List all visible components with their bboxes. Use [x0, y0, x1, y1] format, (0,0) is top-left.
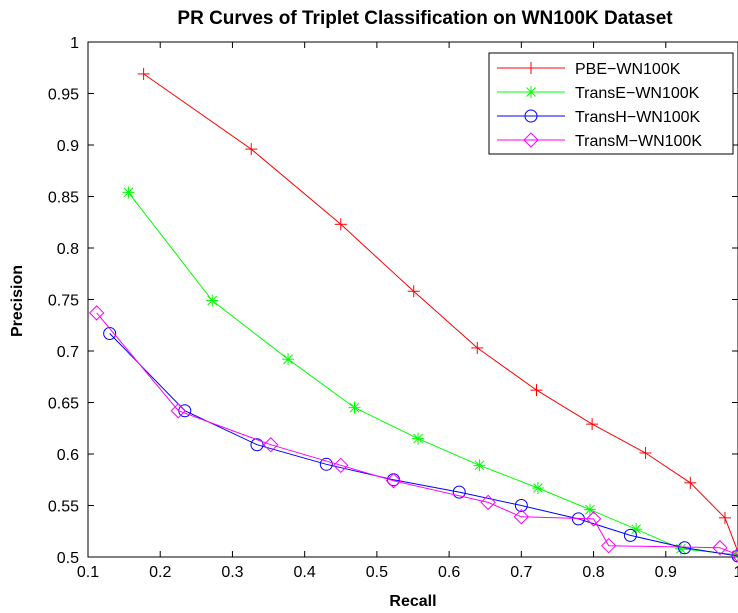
legend-label-0: PBE−WN100K [575, 61, 681, 78]
legend-box [488, 52, 734, 155]
data-point-s1 [473, 459, 486, 472]
data-point-s3 [480, 494, 496, 511]
data-point-s2 [623, 528, 637, 542]
y-tick-label: 0.6 [57, 447, 79, 464]
x-tick-label: 0.5 [366, 564, 388, 581]
data-point-s0 [684, 476, 697, 489]
data-point-s0 [407, 285, 420, 298]
data-point-s3 [601, 537, 617, 554]
data-point-s2 [452, 485, 466, 499]
data-point-s1 [348, 401, 361, 414]
series-line-3 [96, 312, 738, 556]
legend-label-3: TransM−WN100K [575, 133, 702, 150]
data-point-s0 [586, 418, 599, 431]
y-tick-label: 1 [70, 35, 79, 52]
data-point-s3 [730, 547, 738, 563]
x-tick-label: 0.8 [582, 564, 604, 581]
data-point-s0 [530, 384, 543, 397]
x-tick-label: 0.9 [655, 564, 677, 581]
legend-label-2: TransH−WN100K [575, 109, 701, 126]
data-point-s3 [88, 305, 105, 321]
x-tick-label: 1 [734, 564, 738, 581]
data-point-s2 [514, 499, 528, 512]
data-point-s1 [206, 294, 219, 307]
x-tick-label: 0.4 [294, 564, 316, 581]
data-point-s3 [513, 509, 530, 525]
x-axis-label: Recall [389, 593, 436, 610]
data-point-s1 [122, 186, 135, 199]
data-point-s2 [250, 438, 264, 452]
data-point-s1 [531, 481, 544, 494]
data-point-s1 [583, 503, 596, 516]
x-tick-label: 0.6 [438, 564, 460, 581]
y-axis-label: Precision [9, 265, 26, 337]
data-point-s3 [585, 511, 602, 527]
data-point-s3 [170, 403, 186, 419]
data-point-s2 [103, 326, 117, 340]
data-point-s0 [137, 67, 150, 80]
data-point-s1 [412, 432, 425, 445]
data-point-s0 [471, 341, 484, 354]
x-tick-label: 0.1 [77, 564, 99, 581]
legend: PBE−WN100K TransE−WN100K TransH−WN100K Tran… [488, 52, 734, 155]
data-point-s0 [639, 446, 652, 459]
x-tick-label: 0.7 [510, 564, 532, 581]
series-line-2 [109, 333, 738, 557]
chart-title: PR Curves of Triplet Classification on W… [177, 8, 673, 29]
legend-marker-3 [523, 132, 539, 148]
legend-marker-1 [525, 86, 537, 98]
y-tick-label: 0.7 [57, 344, 79, 361]
y-tick-label: 0.8 [57, 241, 79, 258]
y-tick-label: 0.75 [48, 293, 79, 310]
data-point-s3 [333, 457, 349, 474]
data-point-s0 [245, 143, 258, 156]
y-tick-label: 0.5 [57, 550, 79, 567]
legend-marker-2 [524, 109, 538, 123]
data-point-s3 [263, 437, 279, 453]
legend-label-1: TransE−WN100K [575, 85, 700, 102]
y-tick-label: 0.9 [57, 138, 79, 155]
data-point-s1 [282, 353, 295, 366]
data-point-s0 [334, 218, 347, 231]
x-tick-label: 0.2 [149, 564, 171, 581]
data-point-s2 [678, 541, 692, 555]
data-point-s3 [712, 540, 728, 556]
data-point-s3 [385, 473, 402, 489]
y-tick-label: 0.65 [48, 396, 79, 413]
x-tick-label: 0.3 [221, 564, 243, 581]
y-tick-label: 0.55 [48, 499, 79, 516]
data-point-s0 [719, 511, 731, 524]
data-point-s2 [319, 457, 333, 471]
legend-marker-0 [525, 62, 537, 74]
y-tick-label: 0.95 [48, 87, 79, 104]
y-tick-label: 0.85 [48, 190, 79, 207]
